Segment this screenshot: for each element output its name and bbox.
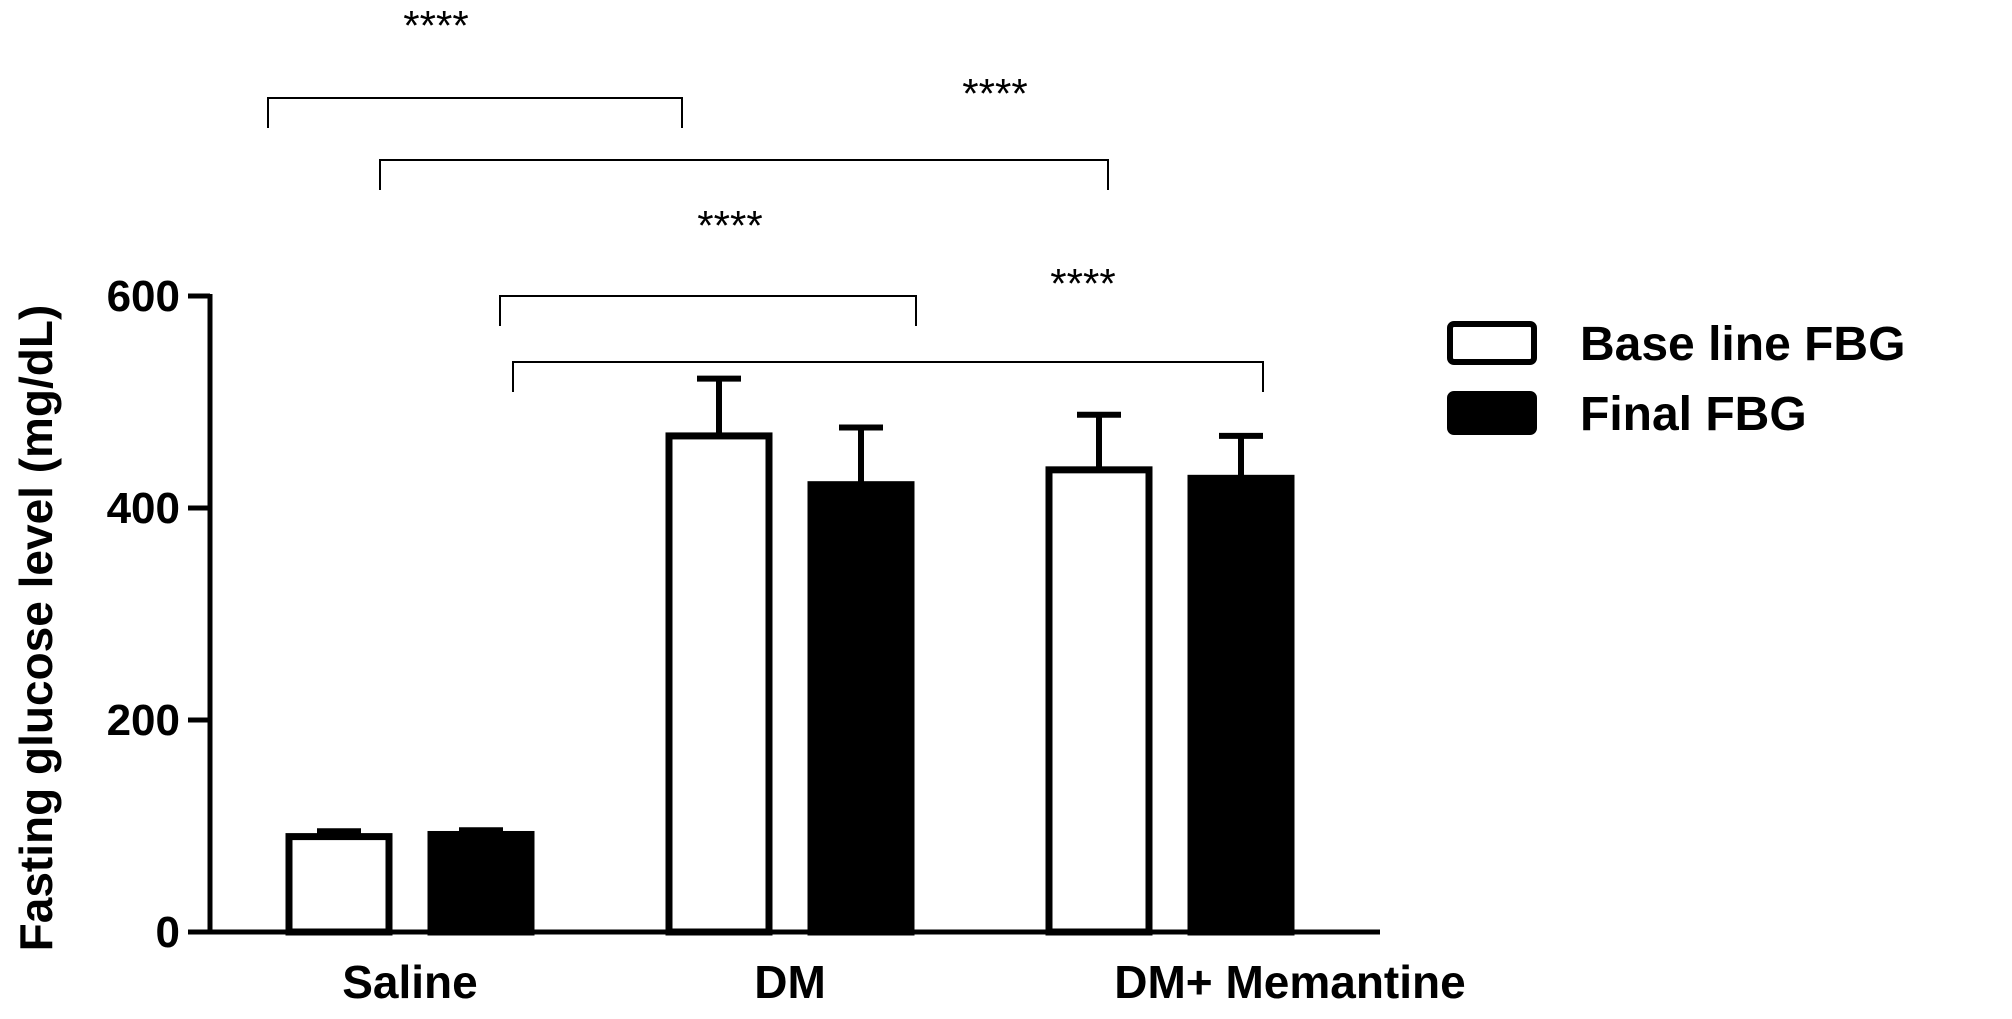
- bar: [807, 481, 915, 936]
- significance-bracket: ****: [499, 202, 917, 326]
- error-bars: [317, 375, 1263, 837]
- axes: [207, 294, 1380, 935]
- significance-brackets: **** **** **** ****: [267, 2, 1264, 392]
- legend-label: Base line FBG: [1580, 318, 1905, 371]
- error-bar: [459, 827, 503, 835]
- bar: [285, 833, 393, 936]
- bar: [1187, 474, 1295, 936]
- legend-label: Final FBG: [1580, 388, 1807, 441]
- bar: [665, 432, 773, 936]
- significance-label: ****: [1050, 260, 1115, 307]
- legend-swatch: [1447, 391, 1537, 435]
- y-ticks: 0 200 400 600: [107, 272, 210, 957]
- legend-swatch: [1447, 321, 1537, 365]
- significance-bracket: ****: [267, 2, 683, 128]
- x-tick-label: Saline: [342, 956, 478, 1008]
- error-bar: [1077, 411, 1121, 470]
- bar: [1045, 466, 1153, 936]
- x-tick-label: DM+ Memantine: [1114, 956, 1465, 1008]
- significance-label: ****: [697, 202, 762, 249]
- significance-label: ****: [403, 2, 468, 49]
- error-bar: [697, 375, 741, 436]
- significance-bracket: ****: [512, 260, 1264, 392]
- y-axis-label: Fasting glucose level (mg/dL): [10, 305, 62, 952]
- legend: Base line FBG Final FBG: [1447, 318, 1905, 441]
- legend-item: Base line FBG: [1447, 318, 1905, 371]
- x-category-labels: Saline DM DM+ Memantine: [342, 956, 1465, 1008]
- y-tick-label: 200: [107, 696, 180, 745]
- significance-label: ****: [962, 70, 1027, 117]
- bars: [285, 432, 1295, 936]
- y-tick-label: 600: [107, 272, 180, 321]
- bar: [427, 830, 535, 936]
- x-tick-label: DM: [754, 956, 826, 1008]
- error-bar: [1219, 432, 1263, 479]
- significance-bracket: ****: [379, 70, 1109, 190]
- y-tick-label: 0: [156, 908, 180, 957]
- y-tick-label: 400: [107, 484, 180, 533]
- legend-item: Final FBG: [1447, 388, 1807, 441]
- error-bar: [839, 424, 883, 485]
- error-bar: [317, 828, 361, 837]
